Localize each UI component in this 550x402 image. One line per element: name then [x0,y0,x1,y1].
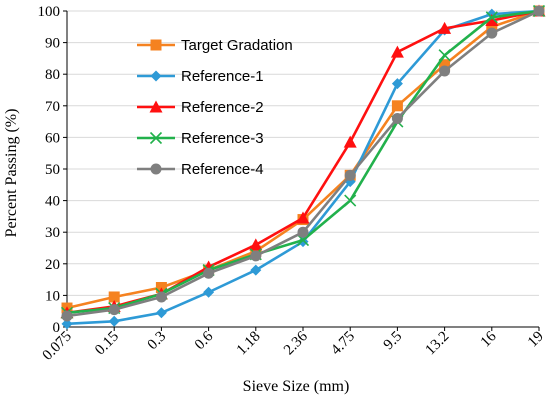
y-tick-label-70: 70 [45,99,60,115]
y-tick-label-100: 100 [38,4,61,20]
legend-label-reference-2: Reference-2 [181,99,264,116]
series-reference-4 [61,5,545,322]
point-reference-4-2-36 [297,226,309,238]
legend-item-reference-4: Reference-4 [137,161,264,178]
series-line-reference-1 [66,9,540,326]
y-tick-label-0: 0 [53,320,61,336]
series-target-gradation [61,5,545,314]
point-reference-1-0-15 [108,315,120,327]
x-tick-label-0-3: 0.3 [145,329,170,354]
series-line-reference-4 [66,9,540,318]
legend-marker-reference-3 [149,131,163,145]
point-reference-4-0-075 [61,310,73,322]
x-tick-label-2-36: 2.36 [281,328,311,358]
x-tick-label-19: 19 [525,329,547,351]
x-tick-label-4-75: 4.75 [328,329,358,359]
legend-marker-reference-2 [149,100,163,113]
point-target-gradation-13-2 [439,59,451,71]
point-reference-2-16 [485,13,499,26]
x-tick-label-9-5: 9.5 [381,329,406,354]
x-tick-label-1-18: 1.18 [234,329,264,359]
point-reference-4-9-5 [391,112,403,124]
legend: Target Gradation Reference-1 Reference-2 Re… [137,37,293,178]
point-reference-3-13-2 [438,49,451,62]
point-reference-3-16 [485,11,498,24]
legend-label-target-gradation: Target Gradation [181,37,293,54]
x-tick-label-0-6: 0.6 [192,328,217,353]
point-reference-1-0-075 [61,318,73,330]
y-tick-label-40: 40 [45,194,60,210]
legend-marker-target-gradation [150,39,162,51]
point-target-gradation-0-15 [108,291,120,303]
y-tick-label-90: 90 [45,36,60,52]
point-reference-1-1-18 [250,264,262,276]
x-tick-label-0-15: 0.15 [92,329,122,359]
point-reference-1-0-3 [155,307,167,319]
legend-item-reference-1: Reference-1 [137,68,264,85]
series-reference-2 [60,4,546,319]
series-line-reference-3 [66,9,540,315]
point-reference-3-2-36 [296,234,310,247]
point-reference-2-1-18 [249,238,263,251]
legend-item-reference-3: Reference-3 [137,130,264,147]
point-reference-2-4-75 [343,135,357,148]
point-reference-4-16 [486,27,498,39]
point-reference-4-19 [533,5,545,17]
axes [63,10,540,331]
legend-label-reference-4: Reference-4 [181,161,264,178]
y-tick-labels: 0 10 20 30 40 50 60 70 80 90 100 [38,4,61,336]
x-tick-label-0-075: 0.075 [40,329,75,364]
x-tick-label-13-2: 13.2 [423,329,453,359]
y-tick-label-60: 60 [45,130,60,146]
legend-item-reference-2: Reference-2 [137,99,264,116]
legend-label-reference-3: Reference-3 [181,130,264,147]
series-reference-3 [60,4,546,319]
x-tick-labels: 0.075 0.15 0.3 0.6 1.18 2.36 4.75 9.5 13.2 16 19 [40,328,547,364]
point-reference-2-13-2 [438,21,452,34]
point-reference-2-9-5 [390,45,404,58]
y-tick-label-20: 20 [45,257,60,273]
y-tick-label-10: 10 [45,288,60,304]
legend-item-target-gradation: Target Gradation [137,37,293,54]
point-reference-4-13-2 [439,65,451,77]
legend-marker-reference-1 [150,70,162,82]
y-axis-title: Percent Passing (%) [3,109,20,238]
point-reference-4-4-75 [344,169,356,181]
point-reference-4-1-18 [250,250,262,262]
series-reference-1 [61,5,545,330]
point-reference-1-0-6 [203,286,215,298]
point-reference-4-0-15 [108,304,120,316]
point-target-gradation-9-5 [391,100,403,112]
point-target-gradation-16 [486,21,498,33]
point-reference-4-0-3 [155,291,167,303]
legend-marker-reference-4 [150,163,162,175]
legend-label-reference-1: Reference-1 [181,68,264,85]
series-group [60,4,546,330]
y-tick-label-80: 80 [45,67,60,83]
y-tick-label-30: 30 [45,225,60,241]
x-tick-label-16: 16 [478,328,500,350]
y-tick-label-50: 50 [45,162,60,178]
point-reference-1-9-5 [391,78,403,90]
series-line-reference-2 [66,9,540,315]
point-reference-4-0-6 [203,267,215,279]
x-axis-title: Sieve Size (mm) [243,378,350,395]
point-reference-3-4-75 [344,194,357,207]
point-reference-2-2-36 [296,211,310,224]
